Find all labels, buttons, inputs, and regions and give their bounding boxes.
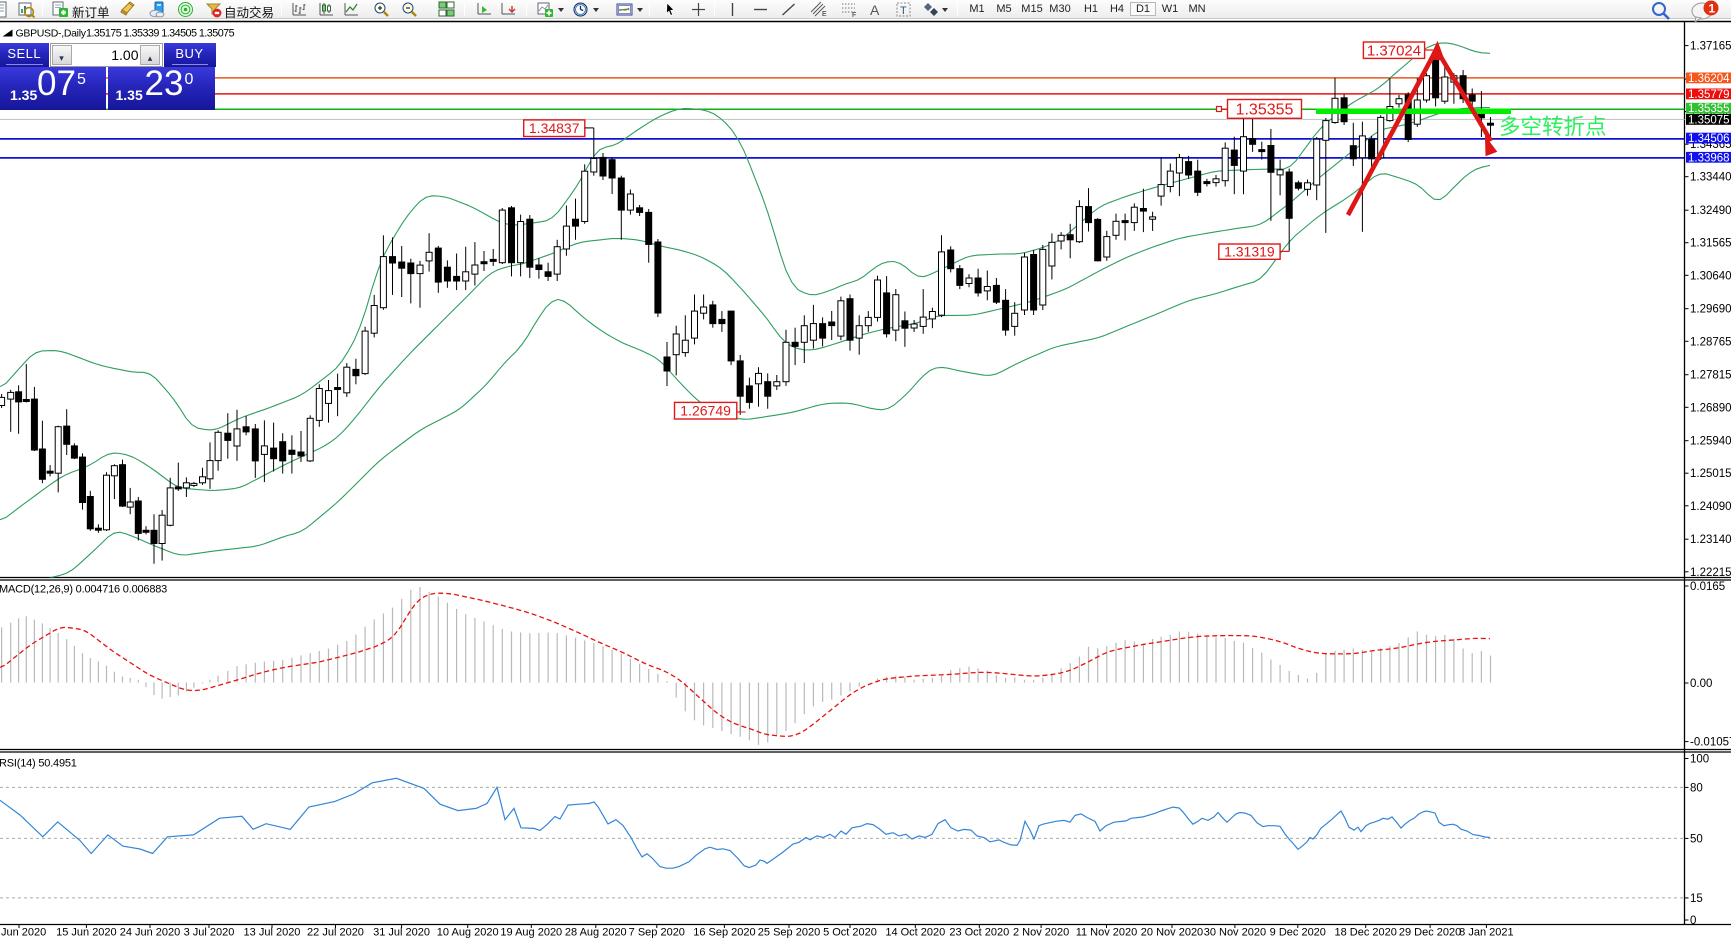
svg-text:18 Dec 2020: 18 Dec 2020: [1335, 927, 1397, 939]
svg-text:1.33440: 1.33440: [1690, 172, 1731, 184]
svg-text:MACD(12,26,9) 0.004716 0.00688: MACD(12,26,9) 0.004716 0.006883: [0, 584, 167, 596]
svg-text:10 Aug 2020: 10 Aug 2020: [437, 927, 499, 939]
svg-text:F: F: [852, 12, 856, 18]
svg-text:A: A: [870, 2, 880, 18]
svg-text:8 Jan 2021: 8 Jan 2021: [1459, 927, 1513, 939]
svg-text:28 Aug 2020: 28 Aug 2020: [565, 927, 627, 939]
svg-text:1.26749: 1.26749: [680, 403, 731, 419]
svg-text:50: 50: [1690, 833, 1703, 845]
svg-text:1.31319: 1.31319: [1224, 244, 1275, 260]
svg-text:1.27815: 1.27815: [1690, 370, 1731, 382]
svg-text:1.35175 1.35339 1.34505 1.3507: 1.35175 1.35339 1.34505 1.35075: [86, 28, 235, 40]
svg-text:100: 100: [1690, 754, 1709, 766]
svg-text:11 Nov 2020: 11 Nov 2020: [1076, 927, 1138, 939]
svg-text:15: 15: [1690, 893, 1703, 905]
svg-text:31 Jul 2020: 31 Jul 2020: [373, 927, 430, 939]
svg-text:0.00: 0.00: [1690, 678, 1712, 690]
svg-text:1: 1: [1709, 2, 1716, 16]
svg-text:14 Oct 2020: 14 Oct 2020: [885, 927, 945, 939]
svg-text:2 Nov 2020: 2 Nov 2020: [1013, 927, 1069, 939]
svg-text:1.29690: 1.29690: [1690, 304, 1731, 316]
svg-text:5 Oct 2020: 5 Oct 2020: [823, 927, 877, 939]
svg-text:1.35355: 1.35355: [1688, 103, 1730, 115]
svg-text:-0.010571: -0.010571: [1690, 737, 1731, 749]
svg-text:13 Jul 2020: 13 Jul 2020: [244, 927, 301, 939]
svg-text:1.25940: 1.25940: [1690, 436, 1731, 448]
svg-text:1.33968: 1.33968: [1688, 152, 1730, 164]
svg-text:9 Dec 2020: 9 Dec 2020: [1270, 927, 1326, 939]
svg-text:1.31565: 1.31565: [1690, 238, 1731, 250]
svg-text:E: E: [822, 11, 827, 18]
svg-text:1.25015: 1.25015: [1690, 468, 1731, 480]
svg-text:80: 80: [1690, 782, 1703, 794]
svg-text:1.35779: 1.35779: [1688, 89, 1730, 101]
svg-text:25 Sep 2020: 25 Sep 2020: [758, 927, 820, 939]
svg-text:15 Jun 2020: 15 Jun 2020: [56, 927, 117, 939]
svg-text:1.26890: 1.26890: [1690, 402, 1731, 414]
svg-text:1.35075: 1.35075: [1688, 114, 1730, 126]
svg-text:1.36204: 1.36204: [1688, 73, 1730, 85]
svg-text:30 Nov 2020: 30 Nov 2020: [1204, 927, 1266, 939]
svg-text:16 Sep 2020: 16 Sep 2020: [693, 927, 755, 939]
svg-text:22 Jul 2020: 22 Jul 2020: [307, 927, 364, 939]
svg-text:20 Nov 2020: 20 Nov 2020: [1141, 927, 1203, 939]
svg-text:1.37024: 1.37024: [1367, 43, 1421, 60]
svg-text:1.34837: 1.34837: [529, 120, 580, 136]
svg-text:1.23140: 1.23140: [1690, 534, 1731, 546]
svg-text:24 Jun 2020: 24 Jun 2020: [120, 927, 181, 939]
svg-text:0: 0: [1690, 915, 1696, 927]
svg-text:GBPUSD-,Daily: GBPUSD-,Daily: [16, 28, 87, 40]
svg-text:1.35355: 1.35355: [1236, 102, 1294, 119]
svg-text:7 Sep 2020: 7 Sep 2020: [629, 927, 685, 939]
svg-text:1.30640: 1.30640: [1690, 270, 1731, 282]
svg-text:RSI(14) 50.4951: RSI(14) 50.4951: [0, 758, 77, 770]
svg-text:多空转折点: 多空转折点: [1499, 115, 1607, 139]
svg-text:1.28765: 1.28765: [1690, 336, 1731, 348]
svg-text:0.0165: 0.0165: [1690, 581, 1725, 593]
svg-text:1.32490: 1.32490: [1690, 205, 1731, 217]
svg-text:1.22215: 1.22215: [1690, 567, 1731, 579]
svg-text:T: T: [900, 5, 907, 17]
svg-text:1.34506: 1.34506: [1688, 133, 1730, 145]
svg-text:1.24090: 1.24090: [1690, 501, 1731, 513]
svg-text:19 Aug 2020: 19 Aug 2020: [500, 927, 562, 939]
svg-text:29 Dec 2020: 29 Dec 2020: [1399, 927, 1461, 939]
svg-text:23 Oct 2020: 23 Oct 2020: [949, 927, 1009, 939]
svg-text:1.37165: 1.37165: [1690, 41, 1731, 53]
svg-text:3 Jul 2020: 3 Jul 2020: [184, 927, 235, 939]
svg-text:4 Jun 2020: 4 Jun 2020: [0, 927, 46, 939]
